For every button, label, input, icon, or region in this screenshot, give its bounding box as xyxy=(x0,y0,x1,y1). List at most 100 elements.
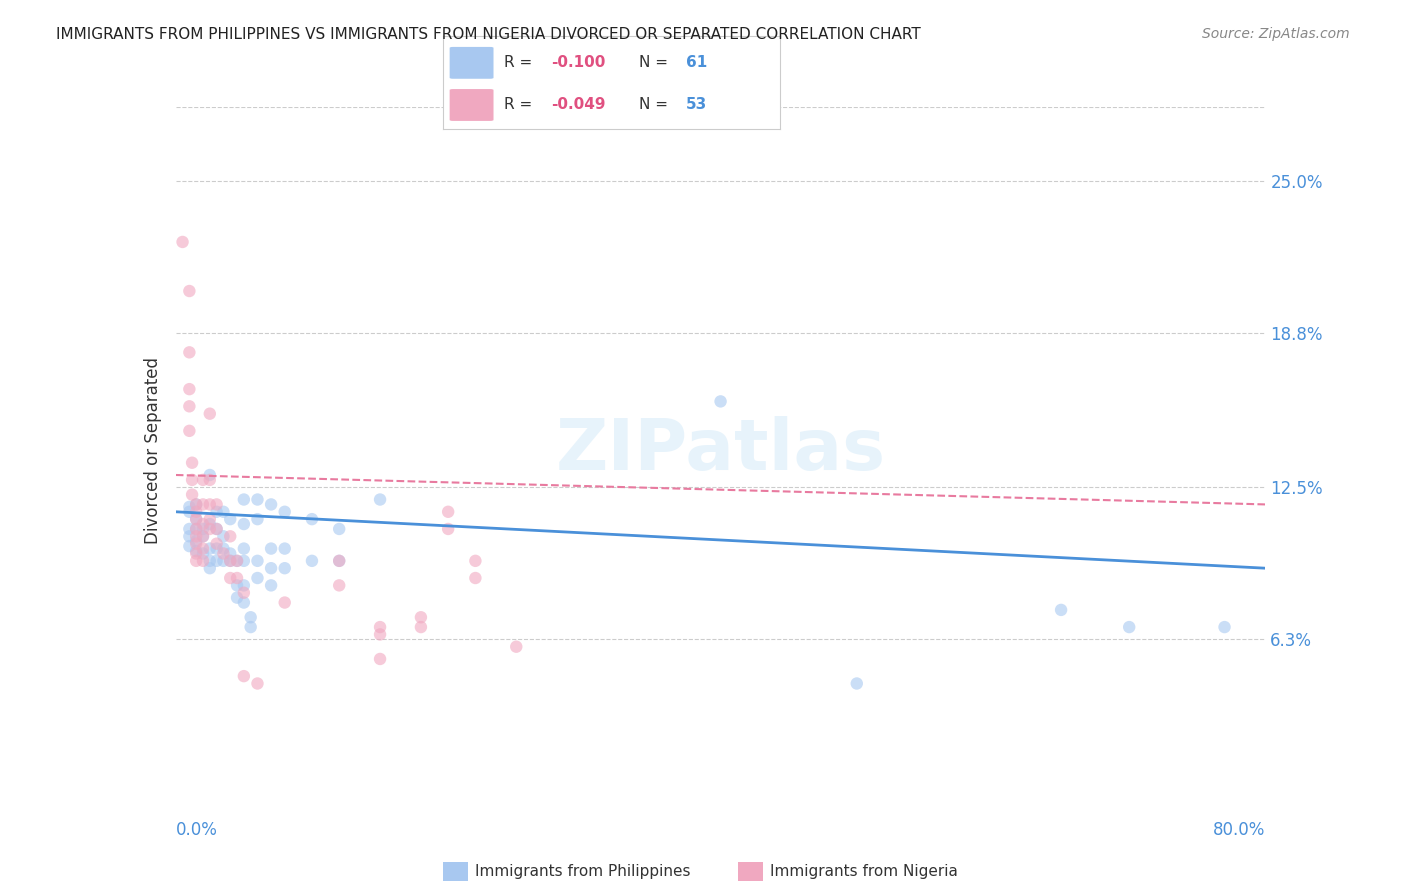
Point xyxy=(409,610,432,624)
Point xyxy=(198,554,221,568)
Point xyxy=(219,512,242,526)
Point xyxy=(198,467,221,482)
Point xyxy=(212,554,235,568)
Point xyxy=(191,473,214,487)
Point xyxy=(232,669,254,683)
Point xyxy=(232,554,254,568)
Point xyxy=(179,345,201,359)
Point xyxy=(212,529,235,543)
Point xyxy=(179,505,201,519)
Point xyxy=(246,492,269,507)
Point xyxy=(1118,620,1140,634)
Point xyxy=(179,539,201,553)
Point xyxy=(191,498,214,512)
Point xyxy=(205,554,228,568)
Point xyxy=(246,554,269,568)
Point xyxy=(186,554,208,568)
Point xyxy=(186,522,208,536)
Point xyxy=(191,554,214,568)
Point xyxy=(179,522,201,536)
Point xyxy=(368,492,391,507)
Point xyxy=(205,522,228,536)
Point xyxy=(186,498,208,512)
Point xyxy=(226,591,249,605)
Point xyxy=(301,512,323,526)
Point xyxy=(186,529,208,543)
Point xyxy=(219,529,242,543)
Point xyxy=(232,541,254,556)
Point xyxy=(464,554,486,568)
Text: ZIPatlas: ZIPatlas xyxy=(555,416,886,485)
Text: -0.100: -0.100 xyxy=(551,55,605,70)
Y-axis label: Divorced or Separated: Divorced or Separated xyxy=(143,357,162,544)
Point xyxy=(191,529,214,543)
Point xyxy=(205,522,228,536)
Point xyxy=(179,400,201,414)
Point xyxy=(232,492,254,507)
Point xyxy=(246,676,269,690)
FancyBboxPatch shape xyxy=(450,89,494,121)
Text: Source: ZipAtlas.com: Source: ZipAtlas.com xyxy=(1202,27,1350,41)
Point xyxy=(198,498,221,512)
Point xyxy=(179,500,201,514)
Point xyxy=(260,578,283,592)
Point xyxy=(186,498,208,512)
Point xyxy=(186,522,208,536)
Point xyxy=(301,554,323,568)
Text: -0.049: -0.049 xyxy=(551,97,606,112)
Point xyxy=(239,610,262,624)
Point xyxy=(205,541,228,556)
Point xyxy=(191,529,214,543)
Point xyxy=(179,529,201,543)
Point xyxy=(198,517,221,532)
Point xyxy=(186,537,208,551)
Point xyxy=(186,546,208,561)
Text: IMMIGRANTS FROM PHILIPPINES VS IMMIGRANTS FROM NIGERIA DIVORCED OR SEPARATED COR: IMMIGRANTS FROM PHILIPPINES VS IMMIGRANT… xyxy=(56,27,921,42)
Point xyxy=(191,541,214,556)
Text: Immigrants from Philippines: Immigrants from Philippines xyxy=(475,864,690,879)
Point xyxy=(219,546,242,561)
Point xyxy=(205,537,228,551)
Point xyxy=(186,512,208,526)
Text: 80.0%: 80.0% xyxy=(1213,821,1265,838)
Point xyxy=(181,473,204,487)
Point xyxy=(437,522,460,536)
Point xyxy=(179,424,201,438)
Point xyxy=(274,541,297,556)
Point xyxy=(191,517,214,532)
Point xyxy=(232,578,254,592)
Point xyxy=(226,571,249,585)
Point xyxy=(186,505,208,519)
Point xyxy=(226,554,249,568)
Text: 53: 53 xyxy=(686,97,707,112)
Point xyxy=(437,505,460,519)
Point xyxy=(212,505,235,519)
Text: N =: N = xyxy=(638,55,672,70)
Point xyxy=(232,585,254,599)
Point xyxy=(181,487,204,501)
Point xyxy=(328,554,350,568)
Point xyxy=(179,284,201,298)
Point xyxy=(198,473,221,487)
Point xyxy=(710,394,733,409)
Point xyxy=(219,554,242,568)
Point xyxy=(172,235,194,249)
Point xyxy=(198,407,221,421)
Point xyxy=(181,456,204,470)
Text: 61: 61 xyxy=(686,55,707,70)
Point xyxy=(260,561,283,575)
Point xyxy=(212,541,235,556)
Point xyxy=(368,620,391,634)
Point xyxy=(179,382,201,396)
Point xyxy=(246,571,269,585)
Point xyxy=(246,512,269,526)
Point xyxy=(328,578,350,592)
Point xyxy=(198,522,221,536)
Point xyxy=(205,498,228,512)
Point xyxy=(409,620,432,634)
Point xyxy=(274,561,297,575)
Point xyxy=(328,554,350,568)
FancyBboxPatch shape xyxy=(450,47,494,78)
Point xyxy=(1213,620,1236,634)
Point xyxy=(239,620,262,634)
